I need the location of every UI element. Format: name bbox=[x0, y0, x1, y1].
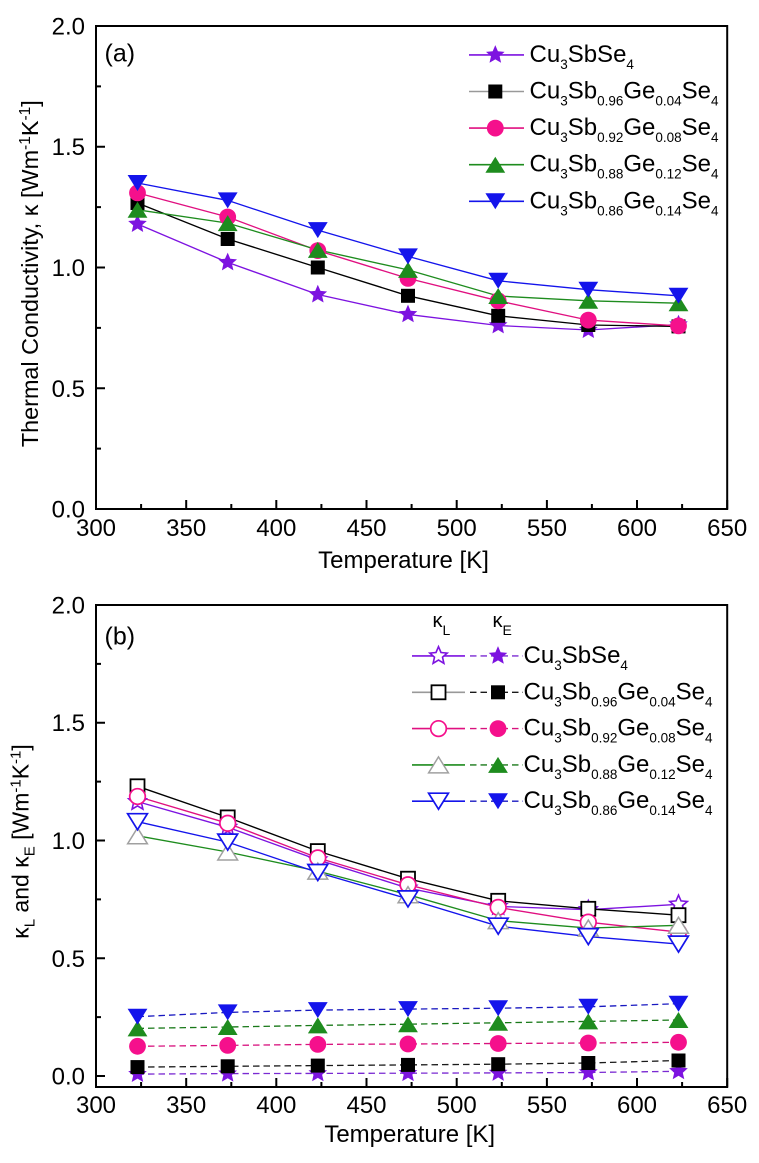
svg-text:0.0: 0.0 bbox=[52, 1064, 85, 1091]
svg-text:(b): (b) bbox=[105, 623, 136, 651]
svg-text:400: 400 bbox=[256, 1092, 296, 1119]
svg-text:Temperature [K]: Temperature [K] bbox=[324, 1121, 495, 1148]
svg-text:1.5: 1.5 bbox=[52, 710, 85, 737]
svg-text:Thermal Conductivity, κ [Wm-1​: Thermal Conductivity, κ [Wm-1​K-1​] bbox=[17, 100, 43, 447]
svg-text:650: 650 bbox=[707, 515, 747, 542]
svg-text:1.5: 1.5 bbox=[52, 134, 85, 161]
svg-text:Cu3​Sb0.86​Ge0.14​Se4​: Cu3​Sb0.86​Ge0.14​Se4​ bbox=[530, 187, 720, 218]
svg-text:600: 600 bbox=[617, 515, 657, 542]
svg-text:Cu3​Sb0.92​Ge0.08​Se4​: Cu3​Sb0.92​Ge0.08​Se4​ bbox=[530, 114, 720, 145]
svg-text:350: 350 bbox=[166, 1092, 206, 1119]
svg-text:650: 650 bbox=[707, 1092, 747, 1119]
svg-text:Cu3​Sb0.96​Ge0.04​Se4​: Cu3​Sb0.96​Ge0.04​Se4​ bbox=[530, 78, 720, 109]
svg-text:500: 500 bbox=[437, 1092, 477, 1119]
svg-text:350: 350 bbox=[166, 515, 206, 542]
svg-text:Cu3​Sb0.86​Ge0.14​Se4​: Cu3​Sb0.86​Ge0.14​Se4​ bbox=[524, 787, 714, 818]
svg-text:550: 550 bbox=[527, 515, 567, 542]
svg-text:0.5: 0.5 bbox=[52, 376, 85, 403]
svg-text:0.0: 0.0 bbox=[52, 497, 85, 524]
svg-text:(a): (a) bbox=[105, 40, 136, 68]
svg-text:2.0: 2.0 bbox=[52, 593, 85, 620]
svg-text:600: 600 bbox=[617, 1092, 657, 1119]
svg-text:300: 300 bbox=[76, 515, 116, 542]
svg-text:Cu3​Sb0.92​Ge0.08​Se4​: Cu3​Sb0.92​Ge0.08​Se4​ bbox=[524, 715, 714, 746]
svg-text:300: 300 bbox=[76, 1092, 116, 1119]
svg-text:1.0: 1.0 bbox=[52, 828, 85, 855]
svg-text:2.0: 2.0 bbox=[52, 14, 85, 41]
svg-text:Cu3​Sb0.96​Ge0.04​Se4​: Cu3​Sb0.96​Ge0.04​Se4​ bbox=[524, 678, 714, 709]
svg-text:450: 450 bbox=[346, 515, 386, 542]
svg-text:Cu3​Sb0.88​Ge0.12​Se4​: Cu3​Sb0.88​Ge0.12​Se4​ bbox=[524, 751, 714, 782]
svg-text:Cu3​Sb0.88​Ge0.12​Se4​: Cu3​Sb0.88​Ge0.12​Se4​ bbox=[530, 151, 720, 182]
svg-text:Cu3​SbSe4​: Cu3​SbSe4​ bbox=[530, 41, 635, 72]
svg-text:550: 550 bbox=[527, 1092, 567, 1119]
svg-text:500: 500 bbox=[437, 515, 477, 542]
svg-text:0.5: 0.5 bbox=[52, 946, 85, 973]
svg-text:κL​ and κE​ [Wm-1​K-1​]: κL​ and κE​ [Wm-1​K-1​] bbox=[8, 744, 39, 939]
svg-text:1.0: 1.0 bbox=[52, 255, 85, 282]
svg-text:Cu3​SbSe4​: Cu3​SbSe4​ bbox=[524, 642, 629, 673]
svg-text:400: 400 bbox=[256, 515, 296, 542]
svg-text:450: 450 bbox=[346, 1092, 386, 1119]
svg-text:Temperature [K]: Temperature [K] bbox=[318, 547, 489, 574]
